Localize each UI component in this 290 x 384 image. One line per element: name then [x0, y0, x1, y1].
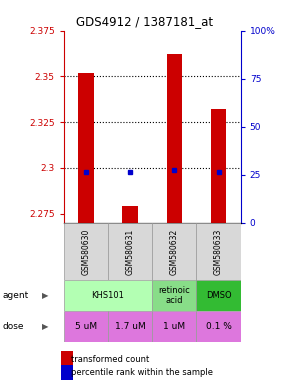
Bar: [64, 223, 108, 280]
Text: GSM580631: GSM580631: [126, 228, 135, 275]
Text: retinoic
acid: retinoic acid: [159, 286, 190, 305]
Bar: [152, 311, 197, 342]
Text: percentile rank within the sample: percentile rank within the sample: [71, 368, 213, 377]
Text: ▶: ▶: [42, 291, 48, 300]
Text: DMSO: DMSO: [206, 291, 231, 300]
Bar: [211, 109, 226, 223]
Bar: [78, 73, 94, 223]
Text: 1 uM: 1 uM: [163, 322, 185, 331]
Bar: [196, 311, 241, 342]
Text: ▶: ▶: [42, 322, 48, 331]
Text: agent: agent: [3, 291, 29, 300]
Bar: [152, 223, 197, 280]
Text: GDS4912 / 1387181_at: GDS4912 / 1387181_at: [77, 15, 213, 28]
Bar: [108, 223, 152, 280]
Bar: [122, 206, 138, 223]
Text: 1.7 uM: 1.7 uM: [115, 322, 146, 331]
Bar: [108, 311, 152, 342]
Text: dose: dose: [3, 322, 24, 331]
Text: GSM580630: GSM580630: [81, 228, 90, 275]
Bar: [64, 311, 108, 342]
Text: KHS101: KHS101: [92, 291, 124, 300]
Text: GSM580633: GSM580633: [214, 228, 223, 275]
Bar: [196, 223, 241, 280]
Bar: [64, 280, 152, 311]
Text: 0.1 %: 0.1 %: [206, 322, 231, 331]
Bar: [167, 55, 182, 223]
Text: transformed count: transformed count: [71, 354, 149, 364]
Text: GSM580632: GSM580632: [170, 228, 179, 275]
Bar: [196, 280, 241, 311]
Bar: [152, 280, 197, 311]
Text: 5 uM: 5 uM: [75, 322, 97, 331]
